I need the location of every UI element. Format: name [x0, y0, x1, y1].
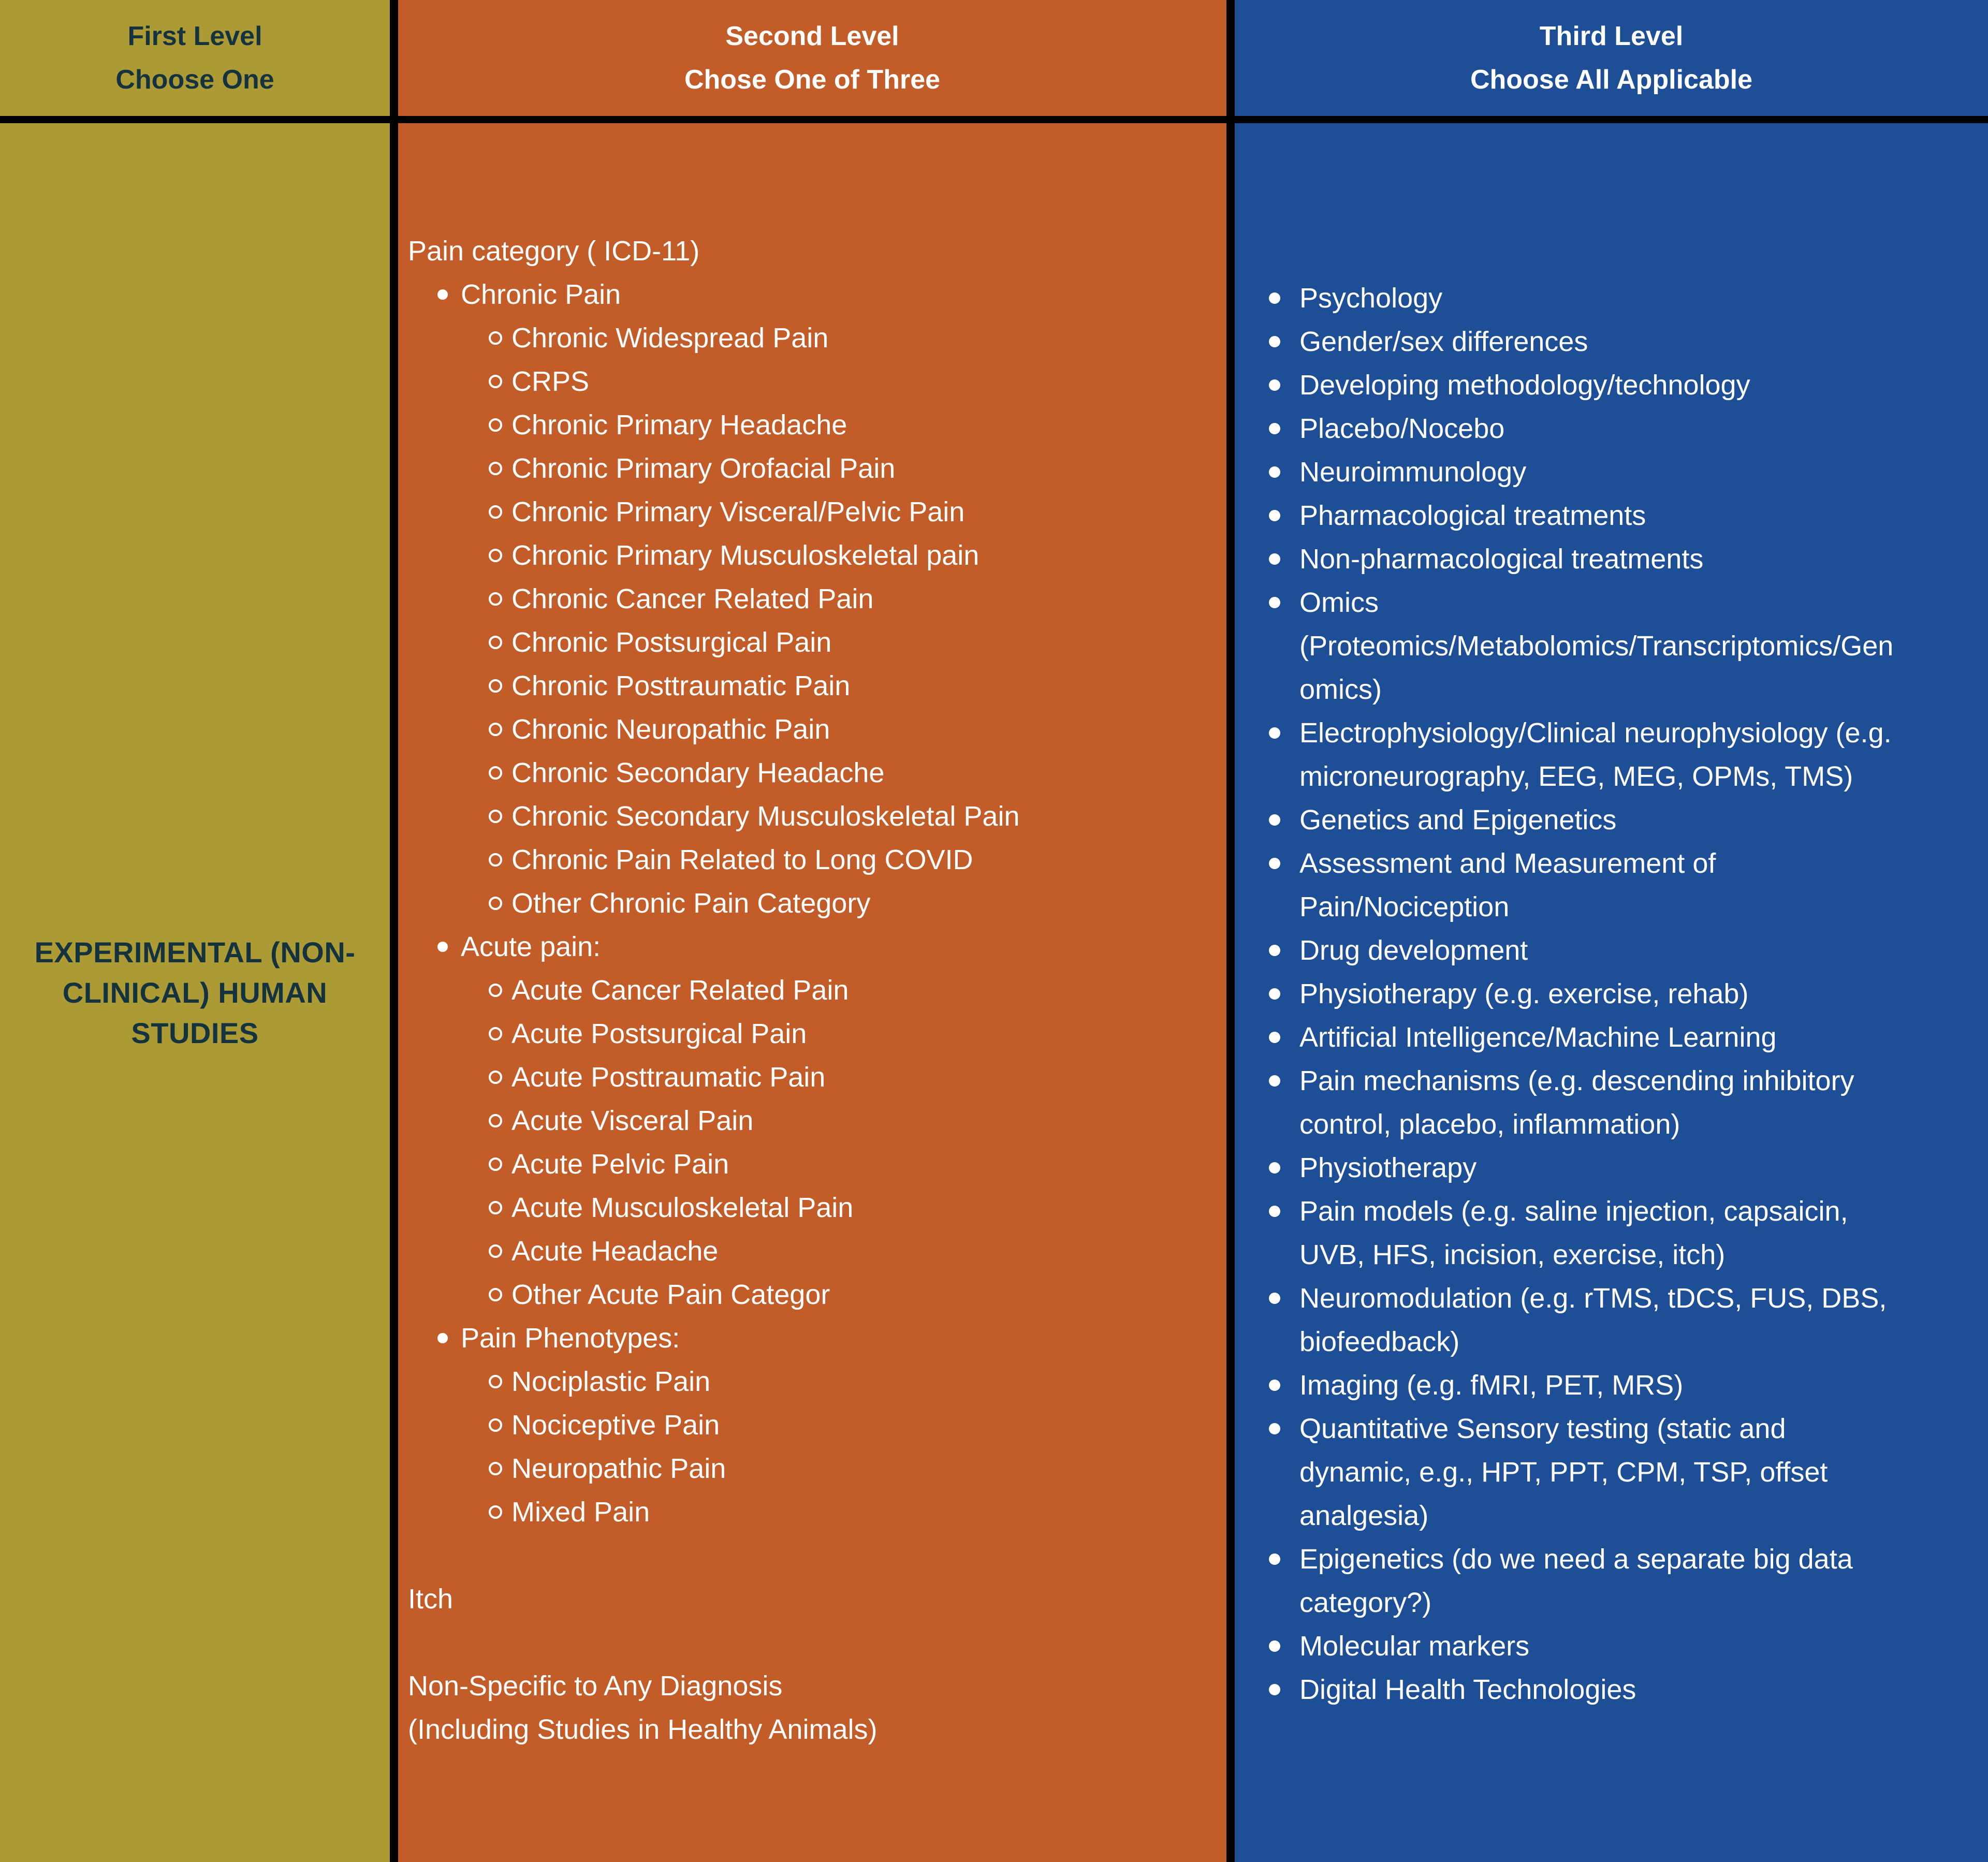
chronic-pain-item: Other Chronic Pain Category: [408, 882, 1206, 925]
header-third-level-line2: Choose All Applicable: [1470, 65, 1753, 95]
third-level-item: Molecular markers: [1235, 1624, 1900, 1668]
third-level-list: Psychology Gender/sex differences Developi…: [1235, 276, 1900, 1711]
third-level-item: Drug development: [1235, 929, 1900, 972]
group-label-acute-pain: Acute pain:: [408, 925, 1206, 969]
third-level-item: Gender/sex differences: [1235, 320, 1900, 363]
chronic-pain-item: Chronic Primary Visceral/Pelvic Pain: [408, 490, 1206, 534]
third-level-item: Physiotherapy (e.g. exercise, rehab): [1235, 972, 1900, 1016]
pain-phenotype-item: Nociplastic Pain: [408, 1360, 1206, 1403]
chronic-pain-item: Chronic Primary Musculoskeletal pain: [408, 534, 1206, 577]
third-level-cell: Psychology Gender/sex differences Developi…: [1235, 123, 1988, 1862]
third-level-item: Neuroimmunology: [1235, 450, 1900, 494]
third-level-item: Physiotherapy: [1235, 1146, 1900, 1190]
pain-phenotypes-list: Nociplastic Pain Nociceptive Pain Neuropat…: [408, 1360, 1206, 1534]
pain-phenotype-item: Neuropathic Pain: [408, 1447, 1206, 1490]
third-level-item: Pharmacological treatments: [1235, 494, 1900, 537]
third-level-item: Quantitative Sensory testing (static and…: [1235, 1407, 1900, 1537]
chronic-pain-item: Chronic Posttraumatic Pain: [408, 664, 1206, 708]
third-level-item: Digital Health Technologies: [1235, 1668, 1900, 1711]
third-level-item: Assessment and Measurement of Pain/Nocic…: [1235, 842, 1900, 929]
third-level-item: Pain models (e.g. saline injection, caps…: [1235, 1190, 1900, 1277]
third-level-item: Omics (Proteomics/Metabolomics/Transcrip…: [1235, 581, 1900, 711]
acute-pain-item: Acute Cancer Related Pain: [408, 969, 1206, 1012]
third-level-item: Non-pharmacological treatments: [1235, 537, 1900, 581]
header-first-level-line2: Choose One: [115, 65, 274, 95]
first-level-label: EXPERIMENTAL (NON-CLINICAL) HUMAN STUDIE…: [34, 935, 356, 1049]
header-second-level: Second Level Chose One of Three: [398, 0, 1226, 116]
acute-pain-item: Acute Visceral Pain: [408, 1099, 1206, 1142]
header-second-level-line2: Chose One of Three: [684, 65, 941, 95]
pain-category-intro: Pain category ( ICD-11): [408, 236, 700, 267]
third-level-item: Placebo/Nocebo: [1235, 407, 1900, 450]
third-level-item: Epigenetics (do we need a separate big d…: [1235, 1537, 1900, 1624]
acute-pain-list: Acute Cancer Related Pain Acute Postsurgi…: [408, 969, 1206, 1316]
header-third-level: Third Level Choose All Applicable: [1235, 0, 1988, 116]
third-level-item: Pain mechanisms (e.g. descending inhibit…: [1235, 1059, 1900, 1146]
header-first-level: First Level Choose One: [0, 0, 390, 116]
acute-pain-item: Acute Pelvic Pain: [408, 1142, 1206, 1186]
pain-phenotype-item: Nociceptive Pain: [408, 1403, 1206, 1447]
third-level-item: Imaging (e.g. fMRI, PET, MRS): [1235, 1363, 1900, 1407]
header-third-level-line1: Third Level: [1539, 21, 1684, 51]
non-specific-line1: Non-Specific to Any Diagnosis: [408, 1670, 783, 1702]
acute-pain-item: Acute Posttraumatic Pain: [408, 1055, 1206, 1099]
second-level-cell: Pain category ( ICD-11) Chronic Pain Chr…: [398, 123, 1226, 1862]
first-level-cell: EXPERIMENTAL (NON-CLINICAL) HUMAN STUDIE…: [0, 123, 390, 1862]
chronic-pain-list: Chronic Widespread Pain CRPS Chronic Prima…: [408, 316, 1206, 925]
acute-pain-item: Acute Musculoskeletal Pain: [408, 1186, 1206, 1229]
chronic-pain-item: Chronic Widespread Pain: [408, 316, 1206, 360]
non-specific-line2: (Including Studies in Healthy Animals): [408, 1714, 878, 1745]
header-second-level-line1: Second Level: [725, 21, 899, 51]
chronic-pain-item: Chronic Neuropathic Pain: [408, 708, 1206, 751]
third-level-item: Neuromodulation (e.g. rTMS, tDCS, FUS, D…: [1235, 1277, 1900, 1363]
chronic-pain-item: Chronic Cancer Related Pain: [408, 577, 1206, 621]
acute-pain-item: Other Acute Pain Categor: [408, 1273, 1206, 1316]
acute-pain-item: Acute Postsurgical Pain: [408, 1012, 1206, 1055]
chronic-pain-item: CRPS: [408, 360, 1206, 403]
chronic-pain-item: Chronic Pain Related to Long COVID: [408, 838, 1206, 882]
third-level-item: Electrophysiology/Clinical neurophysiolo…: [1235, 711, 1900, 798]
header-first-level-line1: First Level: [127, 21, 262, 51]
chronic-pain-item: Chronic Secondary Musculoskeletal Pain: [408, 795, 1206, 838]
third-level-item: Developing methodology/technology: [1235, 363, 1900, 407]
itch-entry: Itch: [408, 1584, 454, 1615]
chronic-pain-item: Chronic Postsurgical Pain: [408, 621, 1206, 664]
pain-phenotype-item: Mixed Pain: [408, 1490, 1206, 1534]
group-label-pain-phenotypes: Pain Phenotypes:: [408, 1316, 1206, 1360]
third-level-item: Genetics and Epigenetics: [1235, 798, 1900, 842]
third-level-item: Artificial Intelligence/Machine Learning: [1235, 1016, 1900, 1059]
chronic-pain-item: Chronic Primary Headache: [408, 403, 1206, 447]
chronic-pain-item: Chronic Primary Orofacial Pain: [408, 447, 1206, 490]
group-label-chronic-pain: Chronic Pain: [408, 273, 1206, 316]
chronic-pain-item: Chronic Secondary Headache: [408, 751, 1206, 795]
third-level-item: Psychology: [1235, 276, 1900, 320]
acute-pain-item: Acute Headache: [408, 1229, 1206, 1273]
